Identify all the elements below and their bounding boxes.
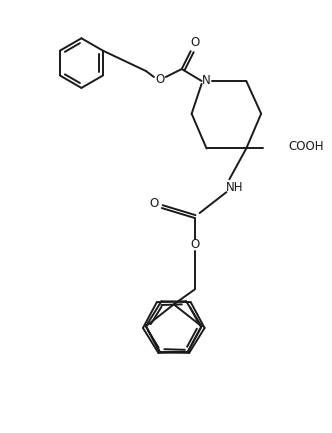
Text: O: O xyxy=(190,238,199,251)
Text: O: O xyxy=(149,197,159,210)
Text: O: O xyxy=(190,36,199,49)
Text: NH: NH xyxy=(225,181,243,194)
Text: O: O xyxy=(155,74,164,87)
Text: COOH: COOH xyxy=(288,140,323,153)
Text: N: N xyxy=(202,74,211,87)
